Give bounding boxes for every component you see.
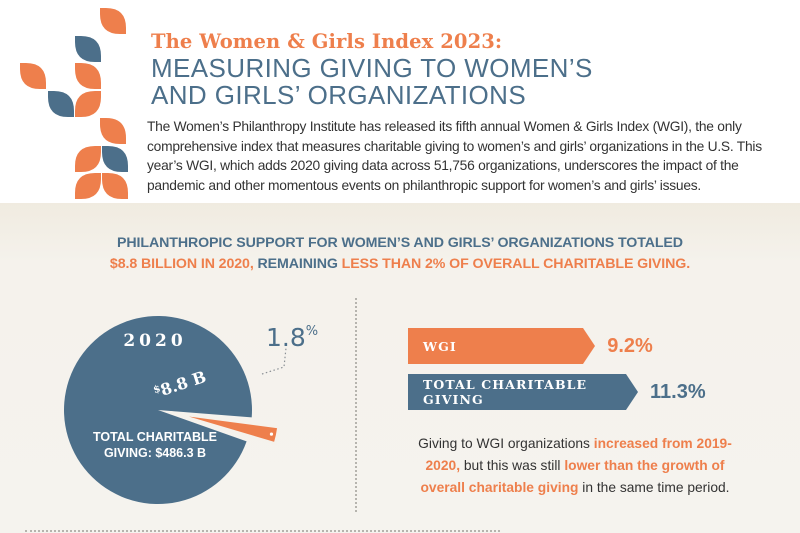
annotation-number: 1.8 <box>266 323 306 352</box>
pie-annotation-percent: 1.8% <box>266 323 318 352</box>
leaf-shape <box>102 146 128 172</box>
report-kicker: The Women & Girls Index 2023: <box>151 30 503 53</box>
pie-chart: 2020 $8.8 B TOTAL CHARITABLE GIVING: $48… <box>64 315 318 504</box>
leaf-shape <box>20 63 46 89</box>
bar-label: TOTAL CHARITABLE GIVING <box>408 374 626 410</box>
vertical-divider <box>355 298 357 512</box>
leaf-shape <box>48 91 74 117</box>
intro-paragraph: The Women’s Philanthropy Institute has r… <box>147 119 762 193</box>
leaf-shape <box>100 118 126 144</box>
pie-total-label-line-1: TOTAL CHARITABLE <box>93 430 217 444</box>
bar-row: TOTAL CHARITABLE GIVING 11.3% <box>408 374 706 410</box>
title-line-2: AND GIRLS’ ORGANIZATIONS <box>151 80 527 110</box>
bar-row: WGI 9.2% <box>408 328 653 364</box>
headline-highlight-amount: $8.8 BILLION IN 2020, <box>109 256 254 272</box>
bar-value-label: 9.2% <box>607 334 653 357</box>
leaf-shape <box>75 36 101 62</box>
leaf-shape <box>102 173 128 199</box>
leaf-shape <box>75 91 101 117</box>
headline-text-remaining: REMAINING <box>253 256 342 272</box>
bar-arrow-tip <box>626 374 638 410</box>
headline: PHILANTHROPIC SUPPORT FOR WOMEN’S AND GI… <box>0 233 800 275</box>
header-section: The Women & Girls Index 2023: MEASURING … <box>0 0 800 203</box>
wedge-dot-marker <box>269 432 274 436</box>
caption-text-1: Giving to WGI organizations <box>418 436 594 451</box>
leaf-shape <box>75 63 101 89</box>
headline-line-2: $8.8 BILLION IN 2020, REMAINING LESS THA… <box>0 254 800 275</box>
bar-total-charitable-giving: TOTAL CHARITABLE GIVING <box>408 374 638 410</box>
caption-highlight-2: lower than the growth of overall charita… <box>420 458 725 495</box>
leaf-shape <box>100 8 126 34</box>
annotation-suffix: % <box>306 324 318 339</box>
caption-text-2: but this was still <box>460 458 565 473</box>
leaf-shape <box>75 173 101 199</box>
pie-slice-other-giving <box>64 315 253 504</box>
headline-line-1: PHILANTHROPIC SUPPORT FOR WOMEN’S AND GI… <box>117 235 683 251</box>
headline-highlight-share: LESS THAN 2% OF OVERALL CHARITABLE GIVIN… <box>341 256 691 272</box>
caption-text-3: in the same time period. <box>578 480 730 495</box>
title-line-1: MEASURING GIVING TO WOMEN’S <box>151 53 593 83</box>
leaf-shape <box>75 146 101 172</box>
bar-label: WGI <box>408 328 584 364</box>
caption-highlight-1: increased from 2019-2020, <box>425 436 732 473</box>
pie-slice-wgi <box>169 411 281 446</box>
growth-caption: Giving to WGI organizations increased fr… <box>415 433 735 499</box>
wedge-currency-symbol: $ <box>152 383 162 396</box>
bottom-divider <box>25 530 500 532</box>
pie-title-year: 2020 <box>123 331 186 351</box>
growth-bar-chart: WGI 9.2% TOTAL CHARITABLE GIVING 11.3% <box>408 328 768 418</box>
page-title: MEASURING GIVING TO WOMEN’S AND GIRLS’ O… <box>151 55 593 109</box>
leaf-pattern-logo <box>20 8 128 199</box>
bar-arrow-tip <box>583 328 596 364</box>
bar-value-label: 11.3% <box>650 380 706 403</box>
pie-total-label-line-2: GIVING: $486.3 B <box>104 446 206 460</box>
bar-wgi: WGI <box>408 328 596 364</box>
